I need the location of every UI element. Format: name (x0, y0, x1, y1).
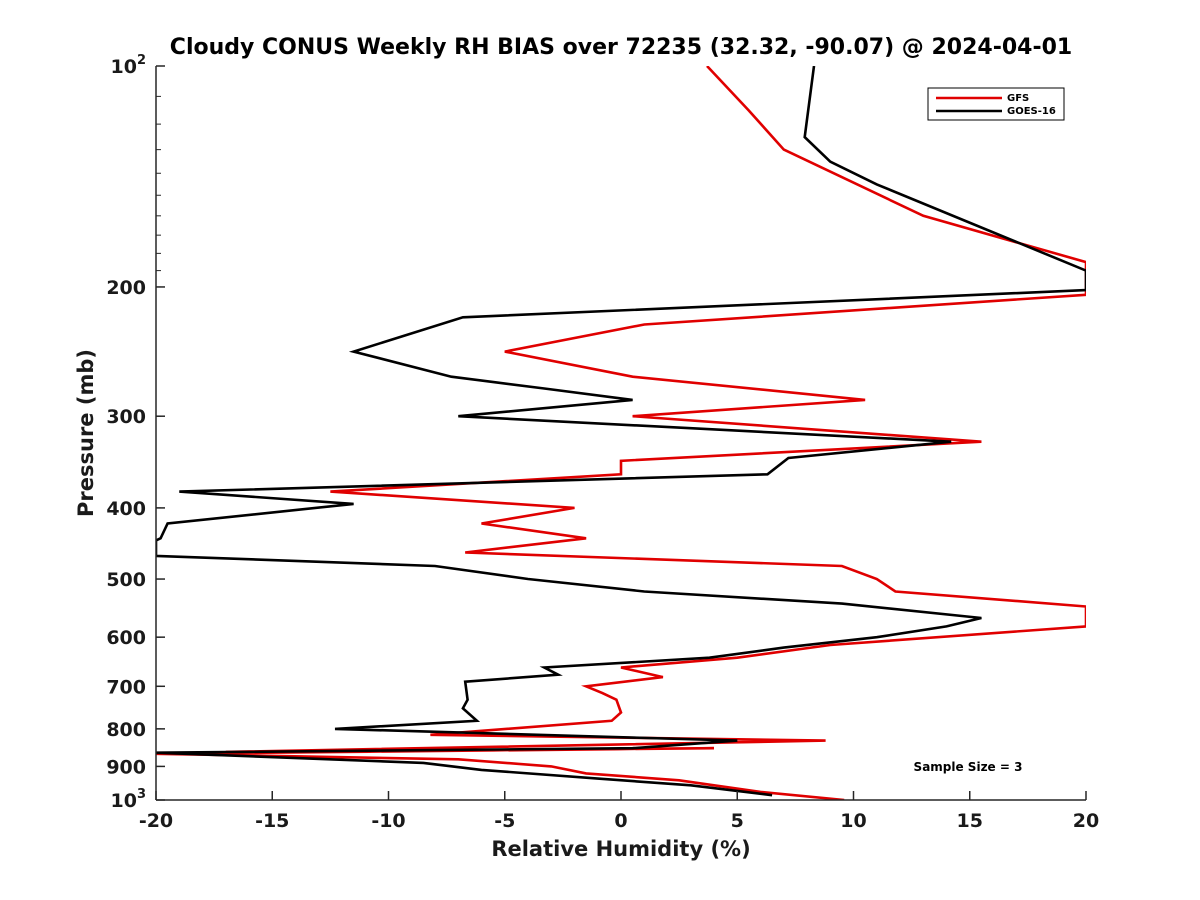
x-tick-label: 20 (1073, 810, 1099, 832)
y-tick-label: 700 (106, 676, 146, 698)
y-tick-label: 900 (106, 756, 146, 778)
x-axis-label: Relative Humidity (%) (491, 837, 750, 861)
sample-size-annotation: Sample Size = 3 (914, 760, 1023, 774)
x-ticks: -20 -15 -10 -5 0 5 10 15 20 (139, 791, 1099, 832)
series-line-goes-16 (156, 66, 1086, 797)
x-tick-label: -10 (371, 810, 405, 832)
chart-title: Cloudy CONUS Weekly RH BIAS over 72235 (… (170, 35, 1072, 60)
x-tick-label: 0 (614, 810, 627, 832)
y-tick-label: 500 (106, 569, 146, 591)
y-axis-label: Pressure (mb) (74, 349, 98, 517)
y-tick-label: 600 (106, 627, 146, 649)
x-tick-label: -20 (139, 810, 173, 832)
y-tick-label: 103 (111, 787, 147, 812)
x-tick-label: 5 (731, 810, 744, 832)
x-tick-label: 10 (840, 810, 866, 832)
legend: GFS GOES-16 (927, 87, 1065, 121)
legend-label-gfs: GFS (1007, 93, 1029, 104)
y-tick-label: 300 (106, 406, 146, 428)
x-tick-label: 15 (957, 810, 983, 832)
x-tick-label: -5 (494, 810, 515, 832)
x-tick-label: -15 (255, 810, 289, 832)
y-tick-label: 400 (106, 498, 146, 520)
y-tick-label: 200 (106, 277, 146, 299)
y-tick-label: 102 (111, 53, 147, 78)
legend-label-goes16: GOES-16 (1007, 106, 1056, 117)
y-tick-label: 800 (106, 719, 146, 741)
legend-box (927, 87, 1065, 121)
series-layer (156, 66, 1086, 800)
y-ticks: 102 200 300 400 500 600 700 800 900 103 (106, 53, 165, 812)
